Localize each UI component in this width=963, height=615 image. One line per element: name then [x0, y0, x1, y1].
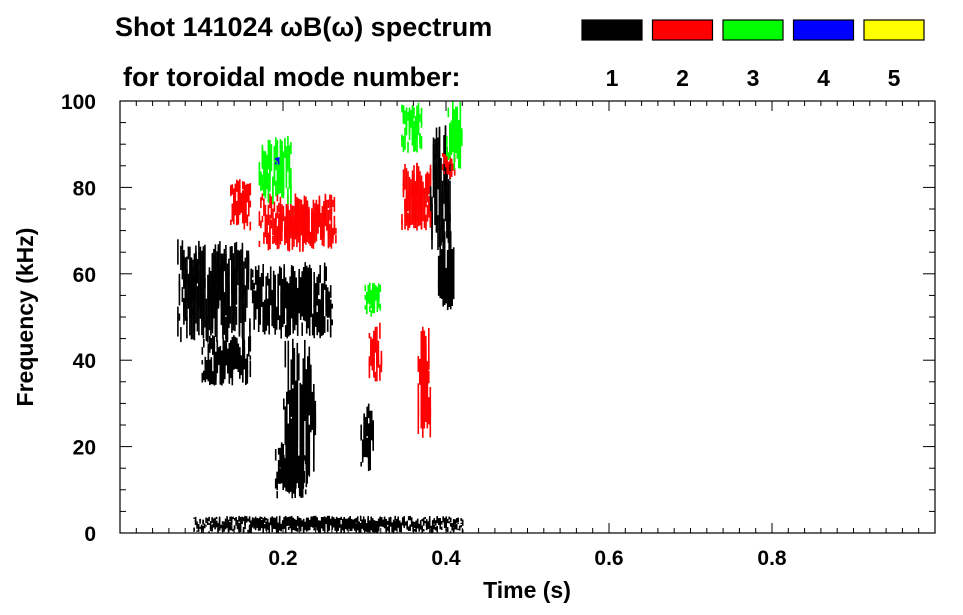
- spectrum-region-mode-1-8: [437, 231, 455, 311]
- spectrum-region-mode-1-5: [274, 442, 308, 499]
- y-tick-label: 80: [73, 177, 96, 200]
- legend-label-mode-4: 4: [817, 65, 830, 91]
- spectrum-region-mode-2-10: [230, 179, 252, 231]
- legend-swatch-mode-2: [651, 19, 714, 41]
- y-tick-label: 100: [61, 91, 96, 114]
- spectrum-region-mode-2-13: [401, 162, 432, 231]
- x-tick-label: 0.4: [431, 547, 461, 570]
- y-tick-label: 20: [73, 437, 96, 460]
- spectrum-region-mode-2-14: [417, 326, 432, 438]
- spectrum-region-mode-1-7: [429, 125, 451, 250]
- y-tick-label: 40: [73, 350, 96, 373]
- y-tick-label: 60: [73, 264, 96, 287]
- x-tick-label: 0.2: [268, 547, 297, 570]
- spectrum-region-mode-1-9: [193, 515, 464, 533]
- legend-swatch-mode-5: [863, 19, 925, 41]
- y-axis-label: Frequency (kHz): [12, 228, 38, 407]
- chart-title-line1: Shot 141024 ωB(ω) spectrum: [115, 12, 492, 42]
- legend-label-mode-2: 2: [676, 65, 689, 91]
- spectrum-region-mode-3-17: [401, 102, 423, 153]
- legend-swatch-mode-4: [792, 19, 855, 41]
- spectrum-region-mode-2-12: [368, 322, 383, 382]
- legend-label-mode-1: 1: [606, 65, 619, 91]
- y-axis-ticks: 0 20 40 60 80 100: [61, 91, 935, 546]
- spectrum-region-mode-1-6: [360, 403, 374, 472]
- spectrum-region-mode-3-18: [446, 101, 463, 171]
- spectrum-region-mode-3-16: [258, 136, 292, 205]
- spectrum-activity-layer: [177, 101, 464, 533]
- legend-swatch-mode-3: [722, 19, 784, 41]
- x-tick-label: 0.6: [594, 547, 623, 570]
- legend-label-mode-5: 5: [888, 65, 901, 91]
- legend-label-mode-3: 3: [747, 65, 760, 91]
- chart-title-line2: for toroidal mode number:: [123, 62, 461, 92]
- spectrum-region-mode-1-1: [177, 239, 251, 343]
- spectrum-region-mode-4-20: [274, 157, 280, 165]
- x-tick-label: 0.8: [757, 547, 787, 570]
- spectrum-region-mode-1-3: [250, 262, 333, 339]
- mode-legend: 1 2 3 4 5: [581, 19, 925, 91]
- spectrum-region-mode-3-19: [364, 282, 382, 317]
- plot-area: 0.2 0.4 0.6 0.8 0 20 40 60 80 100: [61, 91, 936, 570]
- spectrum-region-mode-2-11: [258, 192, 337, 252]
- spectrum-region-mode-1-2: [201, 335, 252, 386]
- x-axis-label: Time (s): [483, 577, 571, 603]
- legend-swatch-mode-1: [581, 19, 643, 41]
- y-tick-label: 0: [84, 523, 96, 546]
- x-axis-ticks: 0.2 0.4 0.6 0.8: [135, 101, 920, 570]
